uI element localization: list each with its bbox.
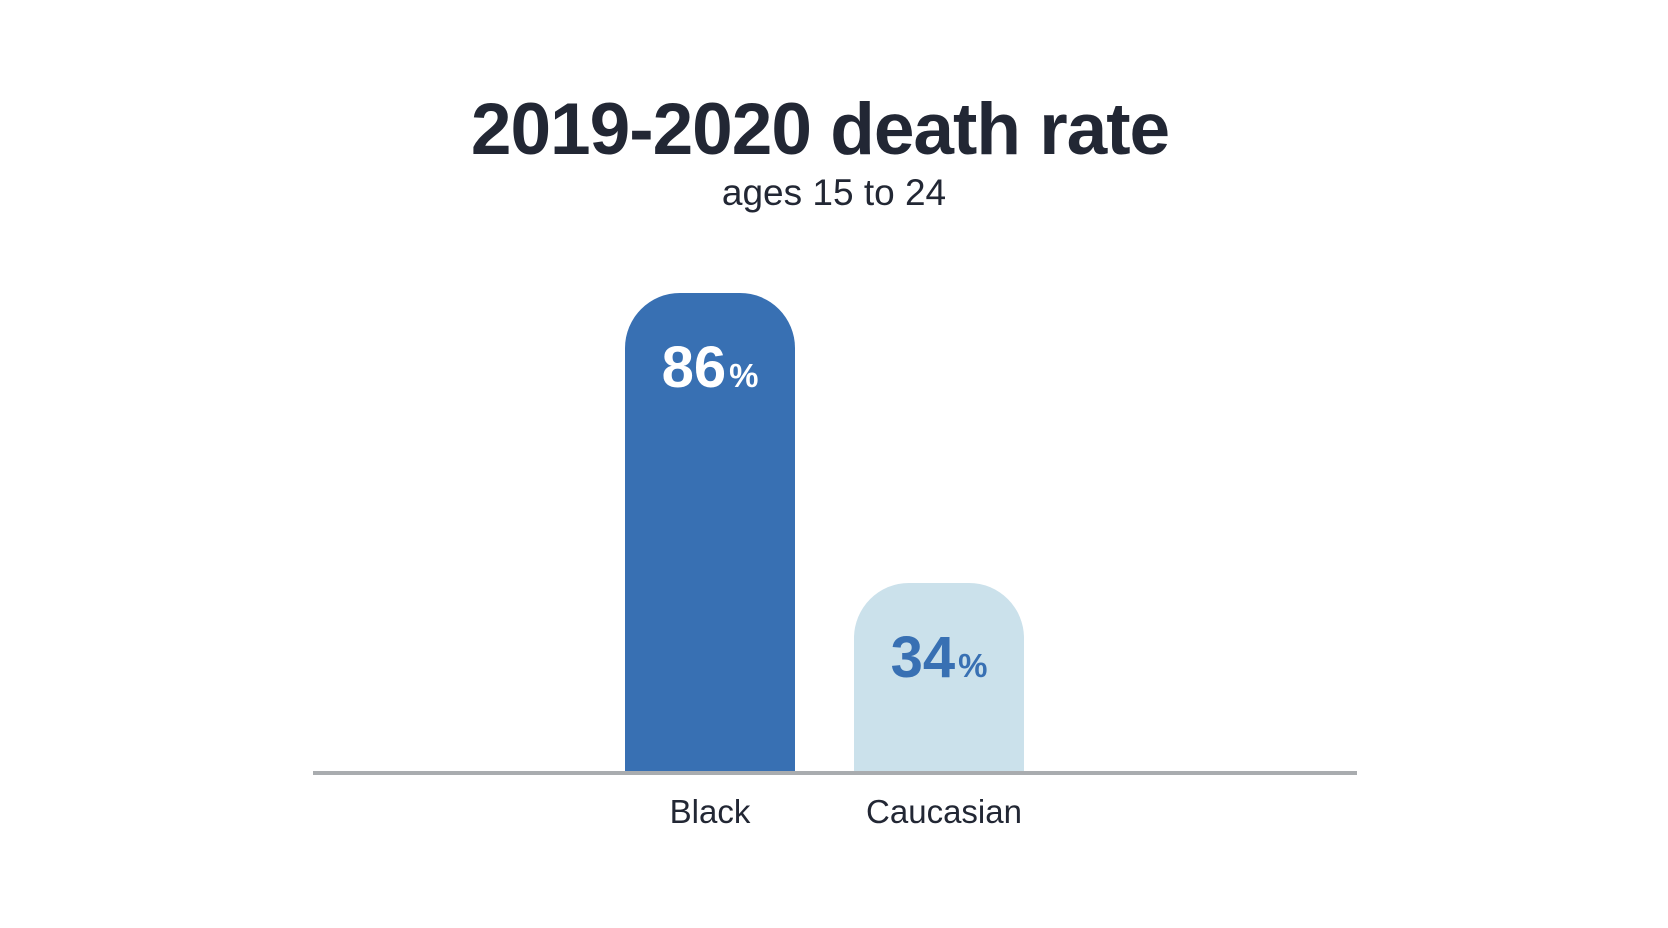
bar-black: 86% [625, 293, 795, 772]
percent-sign: % [958, 647, 988, 684]
x-axis-line [313, 771, 1357, 775]
bar-black-value-number: 86 [661, 335, 727, 400]
percent-sign: % [729, 357, 759, 394]
x-label-caucasian: Caucasian [866, 793, 1022, 830]
bar-black-value: 86% [662, 293, 759, 405]
chart-title: 2019-2020 death rate [470, 89, 1170, 170]
x-label-black: Black [669, 793, 751, 830]
bar-caucasian-value: 34% [891, 583, 988, 695]
bar-caucasian-value-number: 34 [890, 625, 956, 690]
chart-subtitle: ages 15 to 24 [721, 172, 947, 213]
bar-caucasian: 34% [854, 583, 1024, 772]
